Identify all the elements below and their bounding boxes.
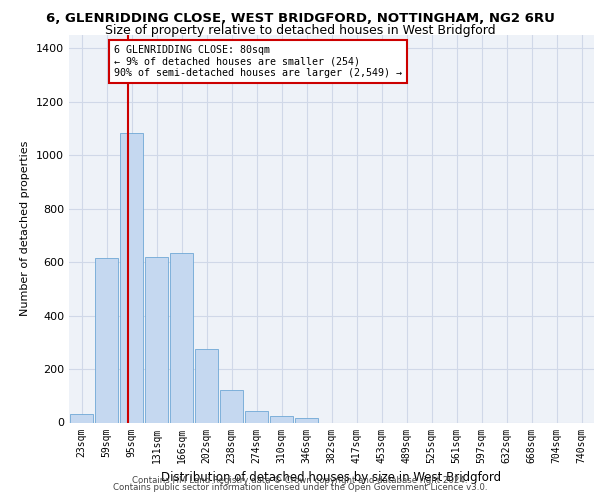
Text: 6 GLENRIDDING CLOSE: 80sqm
← 9% of detached houses are smaller (254)
90% of semi: 6 GLENRIDDING CLOSE: 80sqm ← 9% of detac… — [113, 44, 401, 78]
Text: Contains public sector information licensed under the Open Government Licence v3: Contains public sector information licen… — [113, 484, 487, 492]
X-axis label: Distribution of detached houses by size in West Bridgford: Distribution of detached houses by size … — [161, 471, 502, 484]
Bar — [145, 257, 168, 422]
Y-axis label: Number of detached properties: Number of detached properties — [20, 141, 31, 316]
Bar — [120, 132, 143, 422]
Bar — [195, 349, 218, 422]
Bar — [95, 258, 118, 422]
Bar — [70, 414, 93, 422]
Bar — [245, 412, 268, 422]
Bar — [220, 390, 243, 422]
Text: Contains HM Land Registry data © Crown copyright and database right 2024.: Contains HM Land Registry data © Crown c… — [132, 476, 468, 485]
Bar — [270, 416, 293, 422]
Text: 6, GLENRIDDING CLOSE, WEST BRIDGFORD, NOTTINGHAM, NG2 6RU: 6, GLENRIDDING CLOSE, WEST BRIDGFORD, NO… — [46, 12, 554, 26]
Bar — [170, 253, 193, 422]
Bar — [295, 418, 318, 422]
Text: Size of property relative to detached houses in West Bridgford: Size of property relative to detached ho… — [104, 24, 496, 37]
